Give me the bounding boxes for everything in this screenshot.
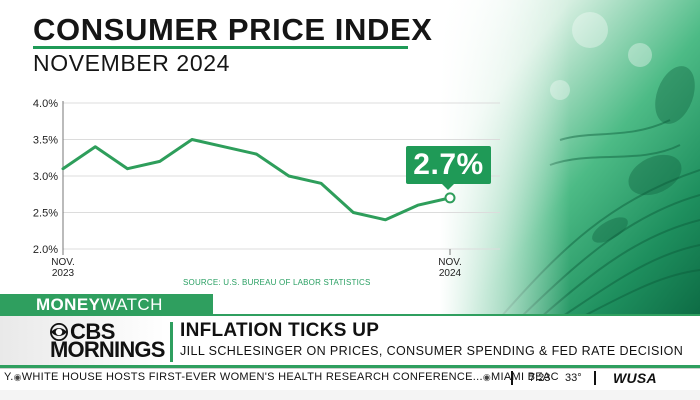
brand-mornings: MORNINGS [50,337,165,362]
lower-third-accent [0,365,700,368]
ticker-item: WHITE HOUSE HOSTS FIRST-EVER WOMEN'S HEA… [21,371,483,383]
segment-label-light: WATCH [100,295,163,314]
bottom-bar [0,390,700,400]
cbs-eye-icon: ◉ [482,372,492,382]
lower-third-divider [170,322,173,362]
data-point [223,145,226,148]
y-tick-label: 2.0% [33,244,58,256]
news-ticker [0,368,700,390]
ticker-temperature: 33° [565,372,582,384]
ticker-lead-in: Y. [4,371,14,383]
data-point [319,182,323,185]
y-tick-label: 2.5% [33,208,58,220]
data-point [255,152,258,156]
x-tick-label: 2024 [439,268,462,279]
ticker-separator [511,371,513,385]
cpi-line-chart: 4.0% 3.5% 3.0% 2.5% 2.0% NOV. 2023 NOV. 2024 [0,90,520,300]
segment-label: MONEYWATCH [0,294,213,315]
station-logo: WUSA [613,370,657,386]
data-point [126,167,129,170]
ticker-crawl: Y.◉WHITE HOUSE HOSTS FIRST-EVER WOMEN'S … [4,371,559,383]
y-tick-label: 3.5% [33,135,58,147]
data-point [352,211,355,214]
brand-panel [0,316,165,368]
y-tick-label: 4.0% [33,98,58,110]
cbs-eye-icon [50,323,68,341]
title-underline [33,46,408,49]
data-point [287,174,290,178]
latest-point-marker [444,192,456,204]
data-point [416,204,419,207]
x-tick-label: NOV. [438,257,462,268]
source-note: SOURCE: U.S. BUREAU OF LABOR STATISTICS [183,278,371,287]
callout-pointer [441,183,455,190]
data-point [94,145,97,148]
data-point [158,160,161,163]
data-point [384,218,387,221]
x-tick-label: NOV. [51,257,75,268]
ticker-separator [594,371,596,385]
y-tick-label: 3.0% [33,171,58,183]
latest-value-callout: 2.7% [406,146,491,184]
headline: INFLATION TICKS UP [180,320,380,341]
cbs-eye-icon: ◉ [13,372,22,382]
chart-title: CONSUMER PRICE INDEX [33,12,433,47]
data-point [190,138,194,141]
money-background-image [440,0,700,318]
ticker-time: 7:23 [529,372,551,384]
chart-subtitle: NOVEMBER 2024 [33,50,230,76]
subheadline: JILL SCHLESINGER ON PRICES, CONSUMER SPE… [180,344,684,358]
cpi-series-line [61,138,452,222]
brand-cbs: CBS [70,319,115,344]
data-point [61,167,65,170]
segment-label-bold: MONEY [36,295,101,314]
x-tick-label: 2023 [52,268,75,279]
ticker-item: MIAMI BEAC [491,371,559,383]
segment-rule [0,314,700,316]
